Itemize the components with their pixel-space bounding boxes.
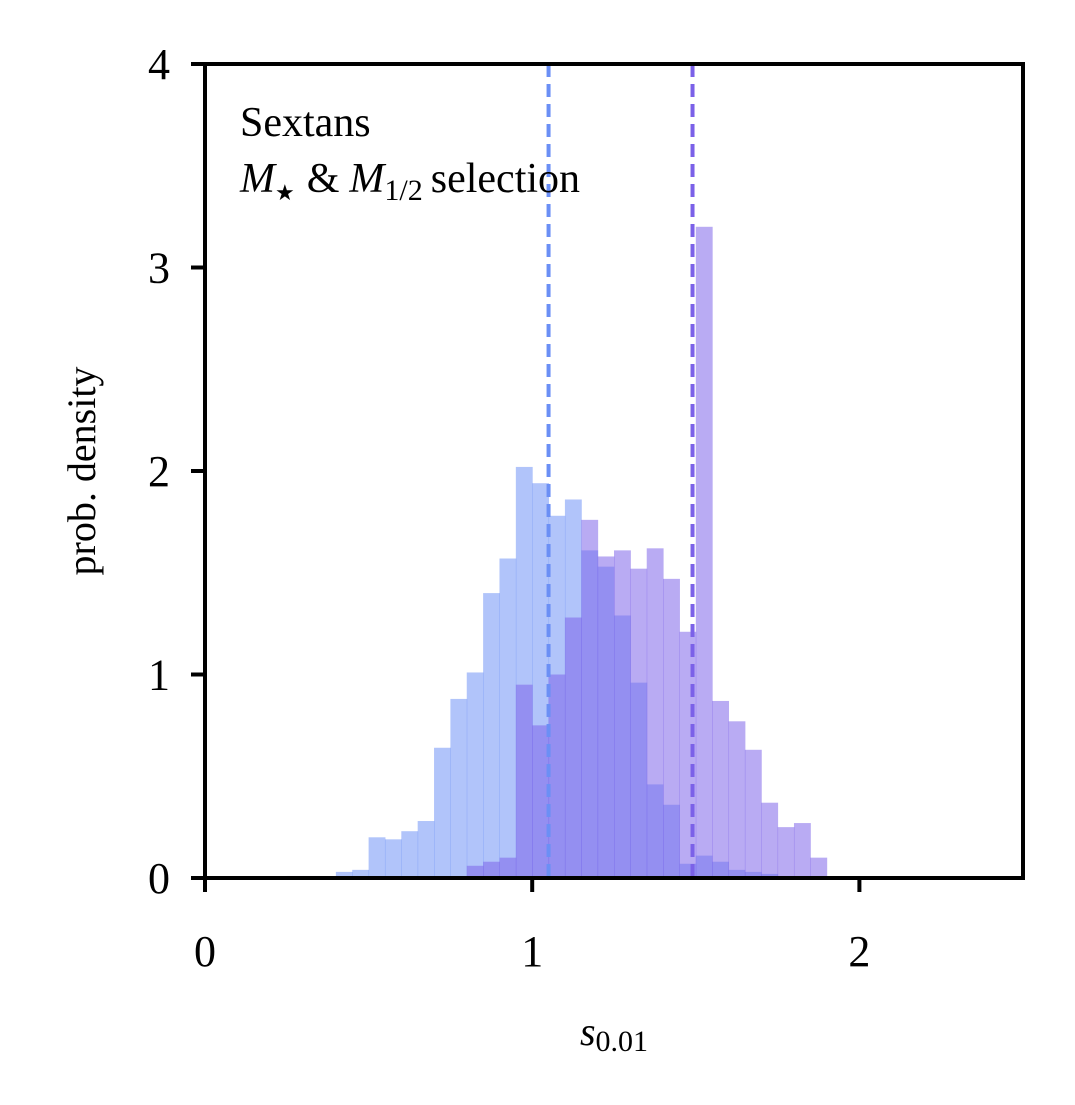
histogram-bar-series2-14 (695, 226, 713, 879)
histogram-bar-series2-7 (581, 519, 599, 878)
y-tick-label: 2 (148, 447, 170, 496)
histogram-bar-series2-10 (630, 568, 648, 878)
histogram-bar-series2-8 (597, 556, 615, 878)
histogram-bar-series2-17 (744, 749, 762, 878)
histogram-bar-series2-0 (466, 865, 484, 878)
y-tick-label: 3 (148, 244, 170, 293)
histogram-bar-series1-7 (417, 821, 435, 878)
x-axis-ticks: 0 1 2 (194, 878, 870, 976)
histogram-bar-series1-9 (450, 698, 468, 878)
histogram-bar-series2-1 (483, 861, 500, 878)
annotation-line-1: Sextans (240, 100, 371, 146)
histogram-bar-series2-19 (777, 827, 795, 878)
x-tick-label: 0 (194, 927, 216, 976)
x-tick-label: 2 (848, 927, 870, 976)
histogram-bar-series1-4 (368, 837, 386, 878)
histogram-bar-series2-3 (515, 684, 533, 878)
histogram-bar-series2-16 (728, 721, 746, 878)
histogram-bar-series1-6 (401, 831, 419, 878)
histogram-bar-series1-8 (434, 747, 451, 878)
median-lines (546, 64, 695, 878)
histogram-bar-series2-5 (548, 674, 566, 878)
histogram-bar-series1-3 (352, 869, 370, 878)
histogram-bar-series1-11 (483, 593, 500, 878)
histogram-bar-series1-10 (466, 672, 484, 878)
annotation-line-2: M★ & M1/2 selection (239, 156, 580, 207)
histogram-bar-series2-11 (646, 548, 664, 878)
histogram-bar-series2-9 (614, 550, 631, 878)
histogram-bar-series2-2 (499, 857, 517, 878)
y-axis-label: prob. density (59, 367, 104, 576)
x-tick-label: 1 (521, 927, 543, 976)
histogram-bar-series2-20 (793, 823, 811, 878)
x-axis-label: s0.01 (580, 1009, 648, 1058)
histogram-bar-series2-15 (712, 700, 730, 878)
histogram-bar-series2-12 (663, 578, 680, 878)
histogram-bar-series2-18 (761, 802, 779, 878)
y-tick-label: 0 (148, 854, 170, 903)
histogram-bar-series2-6 (564, 617, 582, 878)
histogram-bar-series2-4 (532, 725, 550, 878)
y-tick-label: 1 (148, 651, 170, 700)
histogram-bar-series1-12 (499, 558, 517, 878)
histogram-bar-series2-21 (810, 857, 828, 878)
y-axis-ticks: 0 1 2 3 4 (148, 40, 205, 903)
histogram-bar-series1-5 (384, 839, 402, 878)
y-tick-label: 4 (148, 40, 170, 89)
histogram-bars (286, 226, 828, 879)
histogram-bar-series1-2 (335, 871, 353, 878)
